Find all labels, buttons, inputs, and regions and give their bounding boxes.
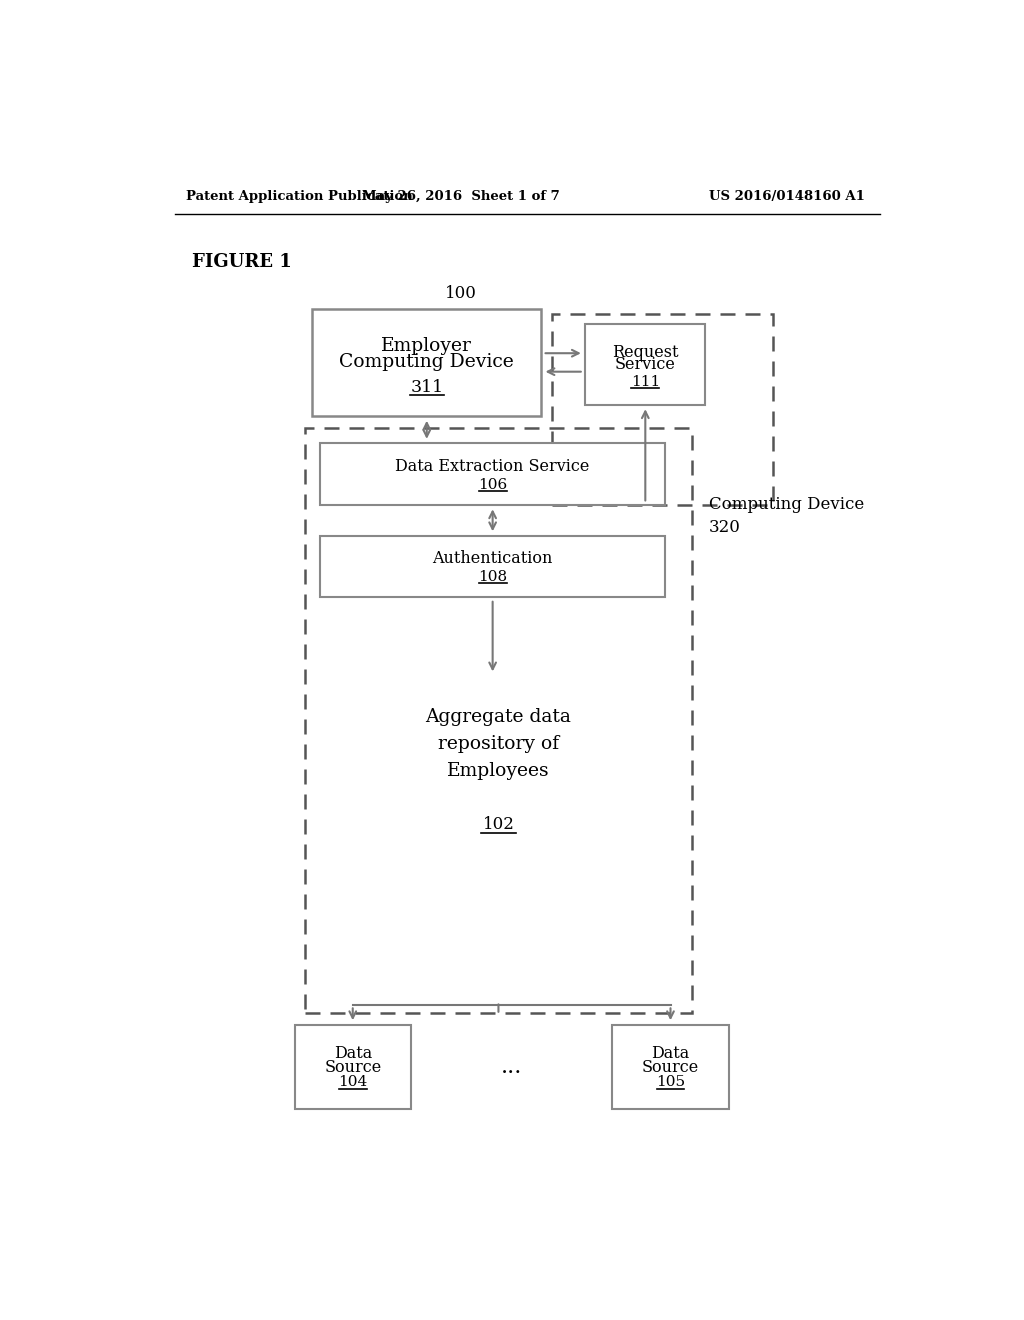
Text: Request: Request	[612, 343, 679, 360]
Text: Computing Device: Computing Device	[710, 496, 864, 513]
Bar	[321, 444, 665, 506]
Text: Authentication: Authentication	[432, 550, 553, 568]
Text: Patent Application Publication: Patent Application Publication	[186, 190, 413, 203]
Bar	[552, 314, 773, 506]
Text: Aggregate data: Aggregate data	[426, 708, 571, 726]
Bar	[586, 323, 706, 405]
Bar	[312, 309, 541, 416]
Text: 104: 104	[338, 1076, 368, 1089]
Text: Employer: Employer	[381, 337, 472, 355]
Text: 311: 311	[411, 379, 443, 396]
Text: Service: Service	[614, 356, 676, 372]
Text: May 26, 2016  Sheet 1 of 7: May 26, 2016 Sheet 1 of 7	[362, 190, 560, 203]
Text: Employees: Employees	[447, 762, 550, 780]
Text: 100: 100	[445, 285, 477, 302]
Text: US 2016/0148160 A1: US 2016/0148160 A1	[710, 190, 865, 203]
Text: 108: 108	[478, 570, 507, 585]
Text: Data Extraction Service: Data Extraction Service	[395, 458, 590, 475]
Bar	[612, 1024, 729, 1109]
Text: ...: ...	[501, 1056, 522, 1078]
Bar	[305, 428, 692, 1014]
Text: 102: 102	[482, 816, 514, 833]
Bar	[321, 536, 665, 598]
Text: Computing Device: Computing Device	[339, 354, 514, 371]
Text: 105: 105	[656, 1076, 685, 1089]
Text: Source: Source	[642, 1059, 699, 1076]
Bar	[295, 1024, 411, 1109]
Text: Source: Source	[325, 1059, 381, 1076]
Text: 106: 106	[478, 478, 507, 492]
Text: FIGURE 1: FIGURE 1	[191, 253, 291, 272]
Text: Data: Data	[334, 1044, 372, 1061]
Text: Data: Data	[651, 1044, 689, 1061]
Text: 111: 111	[631, 375, 659, 389]
Text: repository of: repository of	[438, 735, 559, 752]
Text: 320: 320	[710, 520, 741, 536]
